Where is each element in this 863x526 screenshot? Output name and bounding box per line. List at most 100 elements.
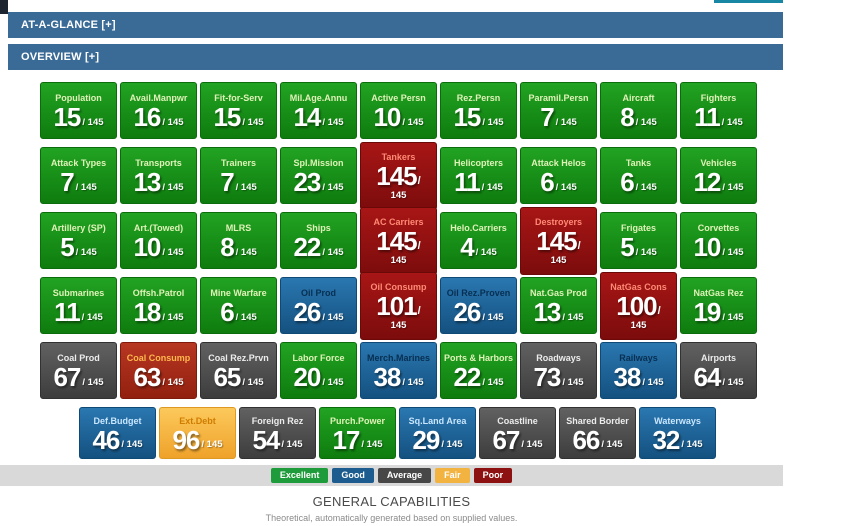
tile-label: Fighters [700, 93, 737, 103]
tile-offsh-patrol: Offsh.Patrol 18/ 145 [120, 277, 197, 334]
tile-label: Population [55, 93, 102, 103]
tile-transports: Transports 13/ 145 [120, 147, 197, 204]
tile-label: MLRS [225, 223, 252, 233]
tile-label: Foreign Rez [251, 415, 304, 426]
tile-vehicles: Vehicles 12/ 145 [680, 147, 757, 204]
tile-helo-carriers: Helo.Carriers 4/ 145 [440, 212, 517, 269]
tile-value: 8/ 145 [620, 102, 657, 132]
tile-max: 145 [390, 254, 407, 266]
tile-purch-power: Purch.Power 17/ 145 [319, 407, 396, 459]
tile-label: Active Persn [371, 93, 426, 103]
tile-value: 145/ [536, 225, 581, 256]
tile-value: 46/ 145 [92, 424, 143, 455]
tile-value: 11/ 145 [54, 297, 103, 327]
general-capabilities-title: GENERAL CAPABILITIES [312, 494, 471, 509]
tile-max: 145 [390, 319, 407, 331]
tile-oil-rez-proven: Oil Rez.Proven 26/ 145 [440, 277, 517, 334]
tile-shared-border: Shared Border 66/ 145 [559, 407, 636, 459]
tile-label: Ext.Debt [179, 415, 216, 426]
overview-label: OVERVIEW [+] [21, 51, 100, 63]
tile-value: 65/ 145 [213, 362, 264, 392]
tile-label: Purch.Power [329, 415, 385, 426]
tile-value: 12/ 145 [693, 167, 744, 197]
corner-block [0, 0, 8, 14]
tile-label: Coal Rez.Prvn [208, 353, 269, 363]
tile-label: Waterways [654, 415, 701, 426]
tile-value: 26/ 145 [453, 297, 504, 327]
tile-row: Artillery (SP) 5/ 145 Art.(Towed) 10/ 145 ML… [40, 206, 783, 275]
tile-waterways: Waterways 32/ 145 [639, 407, 716, 459]
tile-attack-types: Attack Types 7/ 145 [40, 147, 117, 204]
tile-value: 32/ 145 [652, 424, 703, 455]
tile-value: 13/ 145 [533, 297, 584, 327]
tile-label: Frigates [620, 223, 656, 233]
tile-value: 4/ 145 [460, 232, 497, 262]
stat-tiles-grid: Population 15/ 145 Avail.Manpwr 16/ 145 Fit-… [0, 82, 783, 467]
tile-submarines: Submarines 11/ 145 [40, 277, 117, 334]
tile-label: Railways [619, 353, 658, 363]
tile-trainers: Trainers 7/ 145 [200, 147, 277, 204]
top-teal-strip [714, 0, 783, 3]
tile-label: Aircraft [622, 93, 655, 103]
tile-mine-warfare: Mine Warfare 6/ 145 [200, 277, 277, 334]
tile-value: 7/ 145 [540, 102, 577, 132]
tile-value: 15/ 145 [53, 102, 104, 132]
tile-label: Vehicles [700, 158, 737, 168]
tile-population: Population 15/ 145 [40, 82, 117, 139]
tile-label: Transports [135, 158, 182, 168]
tile-label: Rez.Persn [456, 93, 501, 103]
tile-foreign-rez: Foreign Rez 54/ 145 [239, 407, 316, 459]
tile-def-budget: Def.Budget 46/ 145 [79, 407, 156, 459]
legend-badge-average: Average [377, 468, 432, 483]
tile-label: NatGas Rez [693, 288, 744, 298]
tile-paramil-persn: Paramil.Persn 7/ 145 [520, 82, 597, 139]
legend-badge-good: Good [332, 468, 374, 483]
tile-label: Oil Rez.Proven [446, 288, 511, 298]
legend-badge-excellent: Excellent [270, 468, 329, 483]
tile-tanks: Tanks 6/ 145 [600, 147, 677, 204]
tile-label: Helo.Carriers [450, 223, 507, 233]
tile-label: Spl.Mission [293, 158, 344, 168]
tile-row: Population 15/ 145 Avail.Manpwr 16/ 145 Fit-… [40, 82, 783, 139]
tile-value: 26/ 145 [293, 297, 344, 327]
tile-value: 10/ 145 [693, 232, 744, 262]
tile-value: 13/ 145 [133, 167, 184, 197]
tile-destroyers: Destroyers 145/145 [520, 206, 597, 275]
tile-value: 6/ 145 [540, 167, 577, 197]
tile-value: 11/ 145 [454, 167, 503, 197]
overview-section-header[interactable]: OVERVIEW [+] [8, 44, 783, 70]
tile-value: 7/ 145 [220, 167, 257, 197]
tile-artillery-sp: Artillery (SP) 5/ 145 [40, 212, 117, 269]
legend-bar: Excellent Good Average Fair Poor [0, 465, 783, 486]
tile-value: 5/ 145 [60, 232, 97, 262]
tile-label: Attack Helos [531, 158, 586, 168]
tile-value: 64/ 145 [693, 362, 744, 392]
tile-fit-for-serv: Fit-for-Serv 15/ 145 [200, 82, 277, 139]
tile-value: 23/ 145 [293, 167, 344, 197]
tile-value: 145/ [376, 160, 421, 191]
tile-label: Oil Prod [300, 288, 336, 298]
tile-ext-debt: Ext.Debt 96/ 145 [159, 407, 236, 459]
at-a-glance-section-header[interactable]: AT-A-GLANCE [+] [8, 12, 783, 38]
tile-label: Tanks [625, 158, 652, 168]
tile-tankers: Tankers 145/145 [360, 141, 437, 210]
tile-value: 19/ 145 [693, 297, 744, 327]
tile-max: 145 [390, 189, 407, 201]
tile-value: 17/ 145 [332, 424, 383, 455]
tile-railways: Railways 38/ 145 [600, 342, 677, 399]
tile-value: 67/ 145 [492, 424, 543, 455]
tile-row: Submarines 11/ 145 Offsh.Patrol 18/ 145 Mine… [40, 271, 783, 340]
tile-ships: Ships 22/ 145 [280, 212, 357, 269]
tile-value: 96/ 145 [172, 424, 223, 455]
tile-value: 73/ 145 [533, 362, 584, 392]
tile-corvettes: Corvettes 10/ 145 [680, 212, 757, 269]
tile-value: 67/ 145 [53, 362, 104, 392]
tile-value: 20/ 145 [293, 362, 344, 392]
tile-oil-consump: Oil Consump 101/145 [360, 271, 437, 340]
tile-coastline: Coastline 67/ 145 [479, 407, 556, 459]
tile-oil-prod: Oil Prod 26/ 145 [280, 277, 357, 334]
tile-label: Shared Border [566, 415, 629, 426]
tile-label: Mine Warfare [210, 288, 267, 298]
tile-value: 66/ 145 [572, 424, 623, 455]
